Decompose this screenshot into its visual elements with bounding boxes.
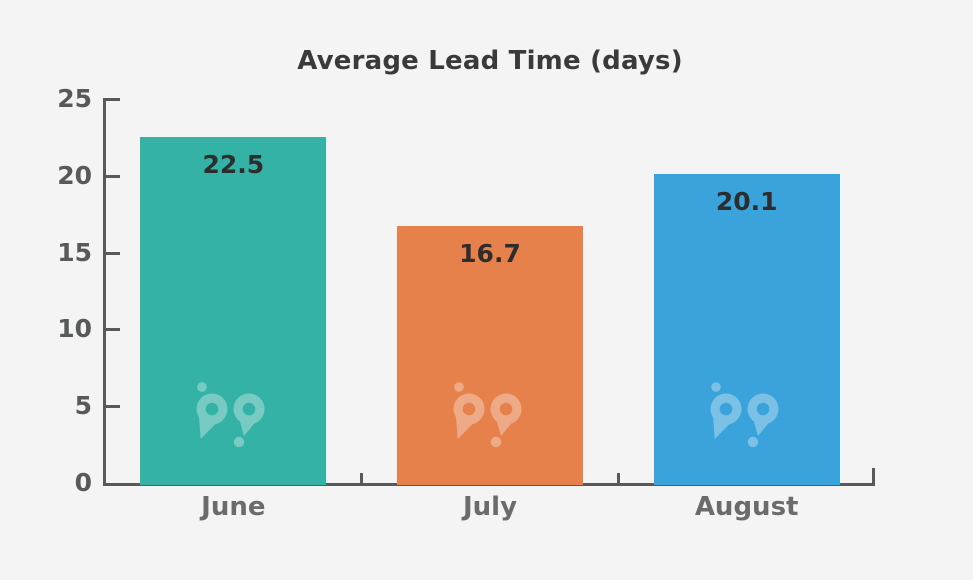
x-axis-tick <box>616 473 620 483</box>
y-axis-tick <box>103 174 120 178</box>
bar-july[interactable]: 16.7 <box>397 226 583 485</box>
y-tick-label: 25 <box>57 84 92 113</box>
y-axis-tick <box>103 328 120 332</box>
x-axis-end-cap <box>872 468 875 483</box>
y-tick-label: 0 <box>74 468 92 497</box>
y-axis-line <box>103 99 106 486</box>
bar-august[interactable]: 20.1 <box>653 174 840 485</box>
y-axis-tick <box>103 405 120 409</box>
bar-june[interactable]: 22.5 <box>140 137 327 485</box>
x-category-label: July <box>462 492 518 522</box>
bar-value-label: 16.7 <box>459 239 521 269</box>
y-tick-label: 20 <box>57 160 92 190</box>
chart-title: Average Lead Time (days) <box>297 46 683 76</box>
y-tick-label: 15 <box>57 237 92 267</box>
y-axis-tick <box>103 251 120 255</box>
y-tick-label: 10 <box>57 314 92 344</box>
bar-value-label: 20.1 <box>715 187 778 217</box>
y-tick-label: 5 <box>74 391 92 421</box>
y-axis-tick <box>103 98 120 101</box>
x-category-label: June <box>201 492 266 522</box>
x-category-label: August <box>694 492 799 522</box>
x-axis-tick <box>360 473 364 483</box>
bar-value-label: 22.5 <box>202 150 265 180</box>
